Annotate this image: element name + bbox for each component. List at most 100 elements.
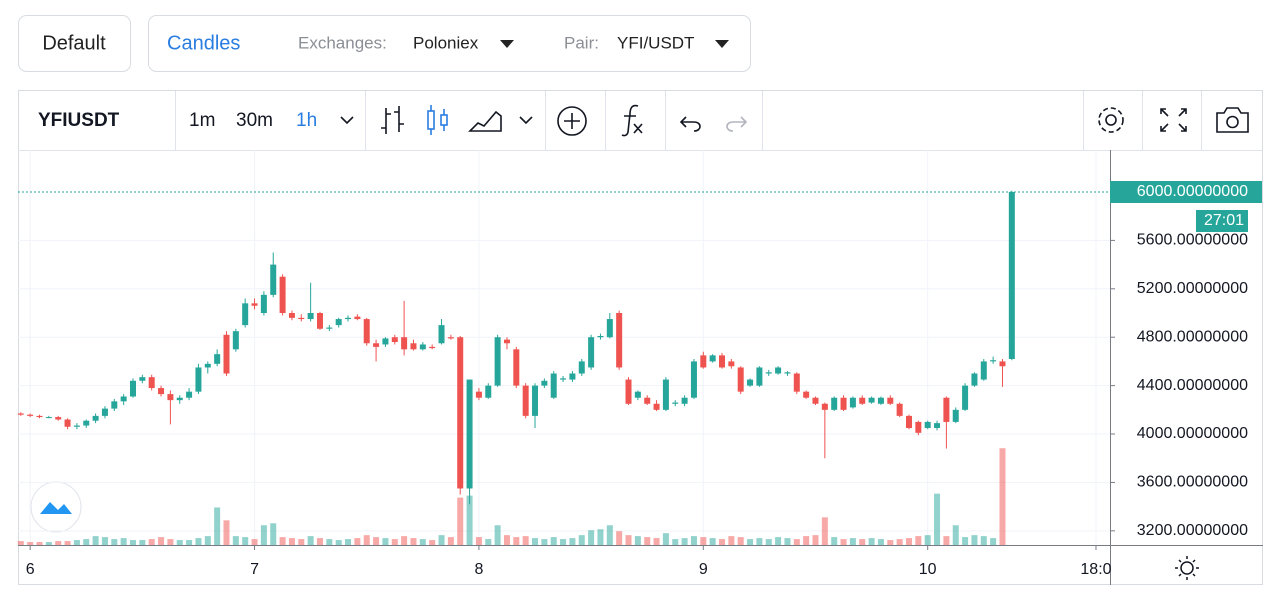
- pair-select[interactable]: YFI/USDT: [617, 33, 694, 52]
- logo[interactable]: [30, 481, 82, 533]
- fx-icon[interactable]: [621, 104, 643, 137]
- candle-body: [905, 415, 912, 428]
- last-price-label: 6000.00000000: [1137, 183, 1248, 200]
- candle-body: [943, 397, 950, 422]
- volume-bar: [681, 538, 688, 545]
- undo[interactable]: [679, 116, 701, 132]
- volume-bar: [55, 541, 62, 545]
- candle-body: [186, 391, 193, 398]
- candle-body: [550, 373, 557, 398]
- candle-body: [410, 343, 417, 350]
- candle-body: [36, 415, 43, 418]
- volume-bar: [999, 448, 1006, 545]
- settings[interactable]: [1098, 107, 1124, 133]
- volume-bar: [990, 538, 997, 545]
- volume-bar: [223, 520, 230, 545]
- interval[interactable]: 1m: [189, 110, 215, 131]
- volume-bar: [83, 539, 90, 545]
- volume-bar: [195, 538, 202, 545]
- volume-bar: [494, 525, 501, 545]
- volume-bar: [588, 530, 595, 545]
- candle-body: [719, 355, 726, 368]
- candle-body: [821, 403, 828, 410]
- candle-body: [429, 346, 436, 349]
- interval[interactable]: 30m: [236, 110, 273, 131]
- area-icon[interactable]: [468, 110, 502, 132]
- candle-body: [840, 397, 847, 410]
- y-tick-label: 4400.00000000: [1137, 377, 1248, 394]
- chart-type-menu[interactable]: [519, 116, 533, 125]
- candle-body: [101, 408, 108, 416]
- dropdown-arrow[interactable]: [500, 40, 514, 48]
- candle-body: [335, 319, 342, 326]
- candles-icon[interactable]: [427, 105, 448, 135]
- fullscreen[interactable]: [1160, 108, 1187, 132]
- candle-body: [148, 377, 155, 389]
- controls-box: [148, 15, 751, 72]
- theme-toggle[interactable]: [1175, 556, 1199, 580]
- preset-label[interactable]: Default: [42, 32, 106, 54]
- x-tick-label: 10: [919, 561, 937, 578]
- volume-bar: [662, 533, 669, 545]
- volume-bar: [270, 523, 277, 545]
- volume-bar: [475, 537, 482, 545]
- volume-bar: [419, 539, 426, 545]
- volume-bar: [578, 535, 585, 545]
- volume-bar: [503, 535, 510, 545]
- countdown-tag: [1196, 209, 1248, 232]
- candle-body: [569, 373, 576, 380]
- candle-body: [662, 379, 669, 410]
- y-tick-label: 3200.00000000: [1137, 522, 1248, 539]
- dropdown-arrow[interactable]: [715, 40, 729, 48]
- candle-body: [373, 343, 380, 347]
- volume-bar: [326, 539, 333, 545]
- candle-body: [896, 403, 903, 416]
- candle-body: [270, 264, 277, 295]
- candle-body: [765, 372, 772, 374]
- bars-icon[interactable]: [381, 106, 404, 134]
- volume-bar: [17, 541, 24, 545]
- volume-bar: [709, 538, 716, 545]
- volume-bar: [260, 525, 267, 545]
- volume-bar: [924, 535, 931, 545]
- volume-bar: [896, 539, 903, 545]
- volume-bar: [139, 540, 146, 545]
- candle-body: [653, 403, 660, 410]
- volume-bar: [186, 540, 193, 545]
- exchange-select[interactable]: Poloniex: [413, 33, 479, 52]
- candle-body: [17, 413, 24, 415]
- candle-body: [326, 327, 333, 329]
- volume-bar: [532, 538, 539, 545]
- interval-menu[interactable]: [340, 116, 354, 125]
- candle-body: [606, 319, 613, 338]
- volume-bar: [606, 525, 613, 545]
- candle-body: [522, 385, 529, 416]
- countdown: 27:01: [1204, 212, 1244, 229]
- default-button[interactable]: [18, 15, 131, 72]
- candle-body: [204, 363, 211, 368]
- symbol[interactable]: YFIUSDT: [38, 110, 120, 131]
- volume-bar: [905, 538, 912, 545]
- redo[interactable]: [726, 116, 748, 132]
- candle-body: [167, 394, 174, 401]
- volume-bar: [279, 537, 286, 545]
- candle-body: [962, 385, 969, 410]
- volume-bar: [719, 539, 726, 545]
- interval-active[interactable]: 1h: [296, 110, 317, 131]
- candle-body: [391, 337, 398, 343]
- candle-body: [195, 367, 202, 392]
- candles-tab[interactable]: Candles: [167, 32, 240, 54]
- volume-bar: [485, 539, 492, 545]
- volume-bar: [438, 535, 445, 545]
- screenshot[interactable]: [1216, 107, 1249, 133]
- candle-body: [45, 417, 52, 419]
- candle-body: [232, 331, 239, 350]
- volume-bar: [204, 536, 211, 545]
- volume-bar: [737, 537, 744, 545]
- volume-bar: [831, 537, 838, 545]
- volume-bar: [232, 536, 239, 545]
- volume-bar: [335, 540, 342, 545]
- indicator-add[interactable]: [557, 106, 587, 136]
- y-tick-label: 4800.00000000: [1137, 328, 1248, 345]
